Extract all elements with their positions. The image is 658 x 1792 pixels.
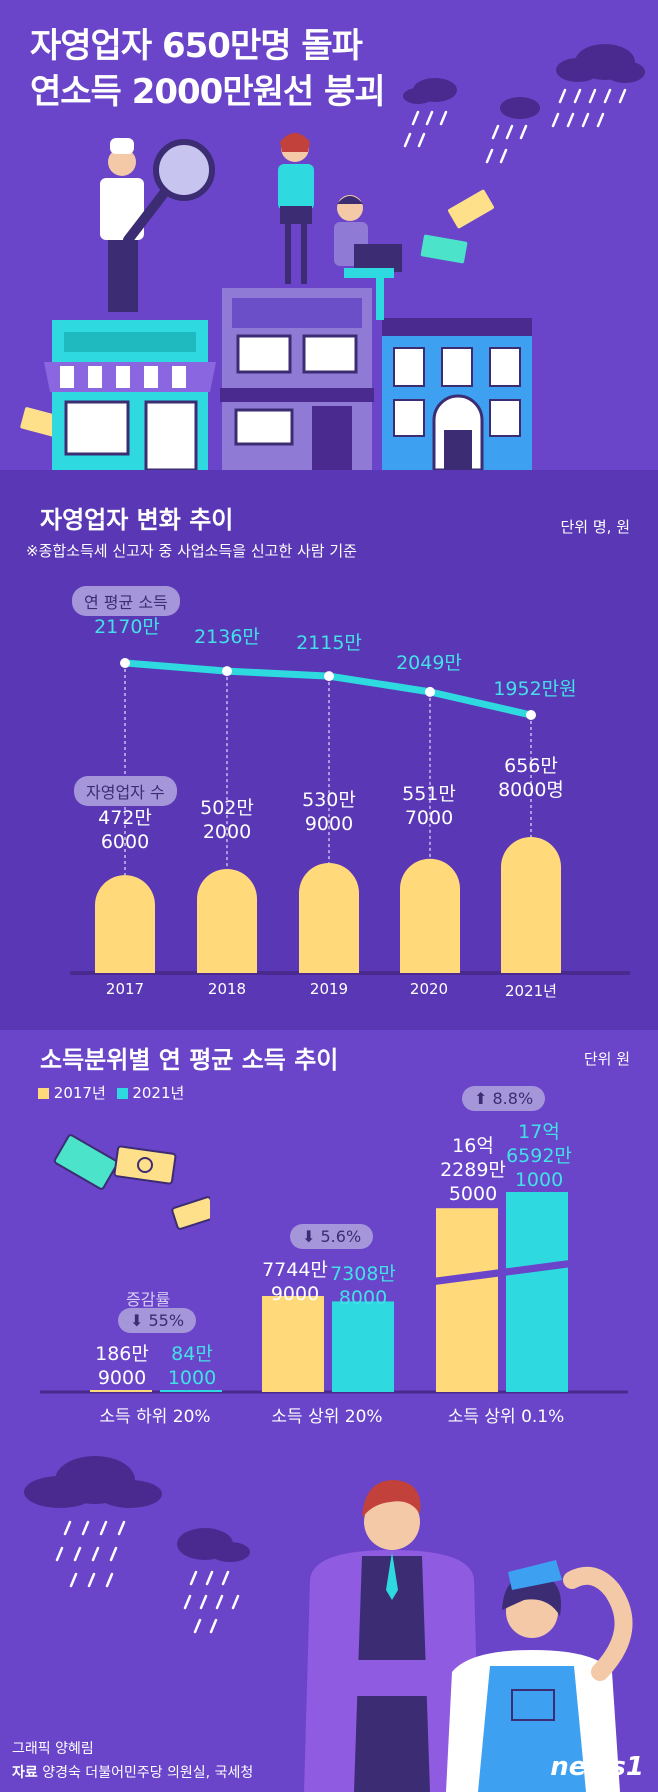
shop-building-middle xyxy=(220,288,374,470)
headline-line-1: 자영업자 650만명 돌파 xyxy=(30,26,363,66)
chart-1-plot xyxy=(70,658,630,975)
bar-value-label: 472만 6000 xyxy=(98,807,152,853)
x-tick-label: 2021년 xyxy=(505,982,557,1000)
bar-2017 xyxy=(436,1208,498,1392)
x-tick-label: 소득 상위 20% xyxy=(271,1407,383,1427)
bar-2021 xyxy=(506,1192,568,1392)
line-point-label: 2115만 xyxy=(296,632,362,654)
income-point xyxy=(222,666,232,677)
chart-2-plot xyxy=(40,1192,628,1394)
income-point xyxy=(526,710,536,720)
count-bar xyxy=(197,868,258,973)
bar-2017 xyxy=(90,1390,152,1392)
count-bar xyxy=(95,875,155,973)
rain-cloud-icon xyxy=(24,1456,250,1634)
chart-2-title: 소득분위별 연 평균 소득 추이 xyxy=(40,1046,339,1074)
count-bar xyxy=(400,858,460,973)
source-credit: 자료 양경숙 더불어민주당 의원실, 국세청 xyxy=(12,1765,254,1781)
arrow-down-icon: ⬇ xyxy=(130,1311,144,1330)
bar-value-label: 17억 6592만 1000 xyxy=(506,1121,572,1191)
bar-value-label: 7744만 9000 xyxy=(262,1259,328,1305)
shop-building-left xyxy=(44,320,216,470)
count-bar xyxy=(501,836,561,973)
bar-value-label: 656만 8000명 xyxy=(498,755,564,801)
line-series-legend-pill: 연 평균 소득 xyxy=(72,586,180,616)
chart-1-unit: 단위 명, 원 xyxy=(560,518,630,536)
chef-figure xyxy=(100,138,215,312)
x-tick-label: 2017 xyxy=(105,980,145,998)
chart-1-subtitle: ※종합소득세 신고자 중 사업소득을 신고한 사람 기준 xyxy=(26,542,357,560)
legend-swatch-2017 xyxy=(38,1088,49,1099)
arrow-down-icon: ⬇ xyxy=(302,1227,316,1246)
line-point-label: 2136만 xyxy=(194,626,260,648)
chart-2-legend: 2017년 2021년 xyxy=(38,1082,184,1103)
x-tick-label: 2019 xyxy=(309,980,349,998)
x-tick-label: 2020 xyxy=(409,980,449,998)
x-tick-label: 소득 상위 0.1% xyxy=(447,1407,565,1427)
change-badge: ⬇ 5.6% xyxy=(290,1224,374,1249)
change-badge: ⬇ 55% xyxy=(118,1308,197,1333)
bar-2017 xyxy=(262,1296,324,1392)
headline-line-2: 연소득 2000만원선 붕괴 xyxy=(30,72,386,112)
legend-swatch-2021 xyxy=(116,1088,128,1099)
banknote-icon xyxy=(53,1134,210,1230)
woman-figure xyxy=(278,133,314,284)
x-tick-label: 소득 하위 20% xyxy=(99,1407,211,1427)
storefront-illustration xyxy=(20,44,645,470)
count-bar xyxy=(299,863,359,973)
chart-2-unit: 단위 원 xyxy=(583,1050,630,1068)
bar-value-label: 16억 2289만 5000 xyxy=(440,1135,506,1205)
line-point-label: 1952만원 xyxy=(493,678,577,700)
arrow-up-icon: ⬆ xyxy=(474,1089,488,1108)
bar-series-legend-pill: 자영업자 수 xyxy=(74,776,177,806)
line-point-label: 2049만 xyxy=(396,652,462,674)
income-point xyxy=(425,686,435,697)
bar-value-label: 186만 9000 xyxy=(95,1343,149,1389)
chart-1-title: 자영업자 변화 추이 xyxy=(40,506,234,534)
bar-value-label: 502만 2000 xyxy=(200,797,254,843)
female-owner-figure xyxy=(446,1560,633,1792)
bar-value-label: 530만 9000 xyxy=(302,789,356,835)
axis-break-mark xyxy=(432,1259,572,1286)
bar-2021 xyxy=(332,1301,394,1392)
bar-value-label: 551만 7000 xyxy=(402,783,456,829)
income-point xyxy=(120,658,130,668)
news1-logo: news1 xyxy=(550,1752,644,1782)
x-tick-label: 2018 xyxy=(207,980,247,998)
bar-value-label: 7308만 8000 xyxy=(330,1263,396,1309)
male-owner-figure xyxy=(304,1480,480,1792)
change-badge: ⬆ 8.8% xyxy=(462,1086,546,1111)
worried-owners-illustration xyxy=(24,1456,633,1792)
bar-value-label: 84만 1000 xyxy=(167,1343,217,1389)
laptop-man-figure xyxy=(334,195,402,320)
bar-2021 xyxy=(160,1390,222,1392)
graphic-credit: 그래픽 양혜림 xyxy=(12,1741,94,1757)
income-point xyxy=(324,671,334,682)
line-point-label: 2170만 xyxy=(94,616,160,638)
change-rate-label: 증감률 xyxy=(126,1290,171,1309)
rain-cloud-icon xyxy=(403,44,645,164)
shop-building-right xyxy=(382,318,532,470)
